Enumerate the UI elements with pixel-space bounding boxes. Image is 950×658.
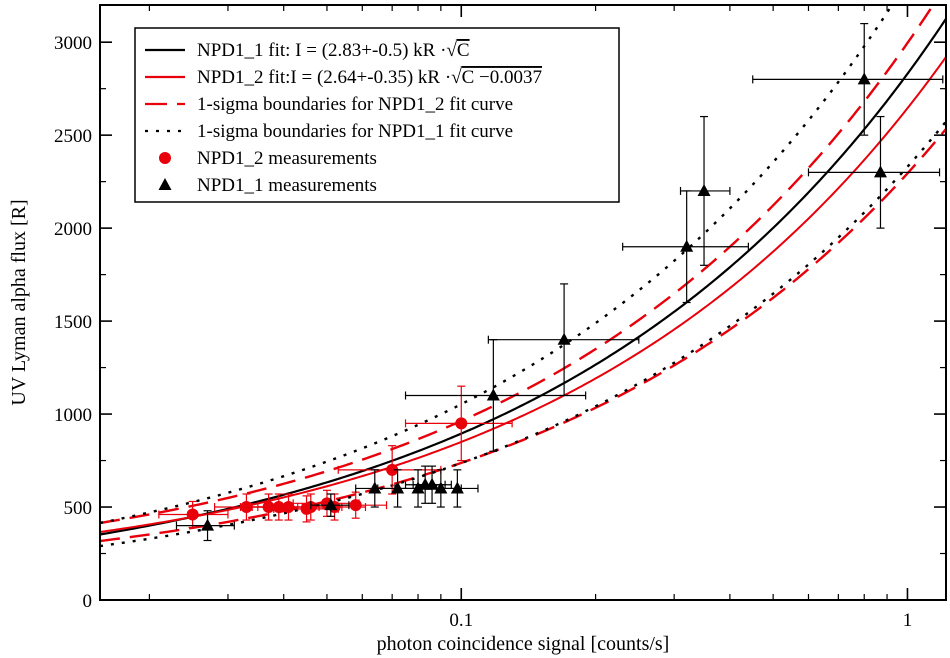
legend-item-0: NPD1_1 fit: I = (2.83+-0.5) kR ·√C (145, 39, 470, 61)
data-point-triangle-9 (404, 339, 587, 452)
data-point-circle-0 (158, 500, 229, 529)
y-tick-label: 500 (64, 498, 93, 519)
data-point-triangle-6 (412, 465, 452, 504)
axis-ticks: 0.1 1 0 500 1000 1500 2000 2500 3000 (54, 5, 946, 631)
legend-item-1: NPD1_2 fit:I = (2.64+-0.35) kR ·√C −0.00… (145, 66, 542, 88)
legend-marker (158, 178, 172, 190)
data-point-triangle-13 (752, 22, 944, 136)
legend-label: NPD1_2 measurements (197, 148, 377, 169)
legend-label: NPD1_1 fit: I = (2.83+-0.5) kR ·√C (197, 40, 470, 61)
curve-3 (100, 128, 946, 543)
y-tick-label: 2000 (54, 219, 92, 240)
y-tick-label: 1000 (54, 405, 92, 426)
legend: NPD1_1 fit: I = (2.83+-0.5) kR ·√C NPD1_2… (134, 27, 620, 203)
curve-4 (100, 5, 894, 525)
data-point-circle-10 (337, 445, 442, 495)
x-tick-label: 1 (903, 610, 913, 631)
y-tick-label: 3000 (54, 33, 92, 54)
legend-item-2: 1-sigma boundaries for NPD1_2 fit curve (145, 94, 513, 115)
y-axis-label: UV Lyman alpha flux [R] (8, 199, 30, 405)
legend-label: 1-sigma boundaries for NPD1_1 fit curve (197, 121, 513, 142)
data-point-triangle-1 (310, 493, 350, 517)
y-tick-label: 2500 (54, 126, 92, 147)
data-point-circle-11 (404, 385, 513, 462)
x-axis-label: photon coincidence signal [counts/s] (377, 633, 670, 655)
data-point-triangle-8 (435, 469, 479, 508)
legend-label: 1-sigma boundaries for NPD1_2 fit curve (197, 94, 513, 115)
data-point-triangle-10 (487, 283, 640, 397)
plot-frame (99, 4, 947, 601)
x-tick-label: 0.1 (449, 610, 473, 631)
data-point-triangle-0 (175, 510, 235, 542)
legend-item-5: NPD1_1 measurements (158, 175, 377, 196)
legend-box (134, 27, 620, 203)
legend-item-4: NPD1_2 measurements (159, 148, 377, 169)
data-point-triangle-14 (807, 115, 941, 229)
legend-label: NPD1_1 measurements (197, 175, 377, 196)
data-points (158, 22, 944, 542)
legend-label: NPD1_2 fit:I = (2.64+-0.35) kR ·√C −0.00… (197, 67, 542, 88)
y-tick-label: 0 (83, 591, 93, 612)
y-tick-label: 1500 (54, 312, 92, 333)
data-point-triangle-12 (679, 115, 731, 266)
legend-item-3: 1-sigma boundaries for NPD1_1 fit curve (145, 121, 513, 142)
legend-marker (159, 152, 171, 164)
